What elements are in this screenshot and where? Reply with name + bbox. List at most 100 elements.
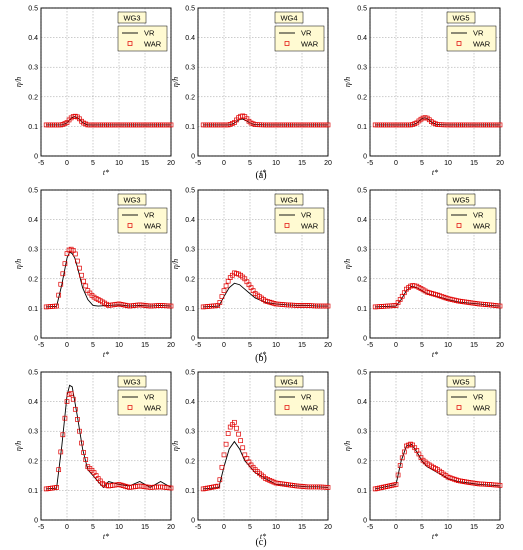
- war-series-marker: [219, 294, 225, 299]
- war-series-marker: [221, 452, 227, 458]
- war-series-marker: [215, 483, 221, 489]
- y-tick-label: 0.5: [28, 6, 38, 13]
- war-series-marker: [58, 449, 64, 455]
- x-tick-label: 5: [248, 342, 252, 349]
- war-series-marker: [497, 483, 503, 488]
- war-series-marker: [238, 438, 243, 444]
- vr-series-line: [375, 285, 501, 308]
- y-tick-label: 0.1: [357, 124, 367, 131]
- legend-war-swatch: [127, 223, 133, 228]
- war-series-marker: [62, 261, 68, 267]
- x-tick-label: 10: [444, 160, 452, 167]
- legend-war-swatch: [456, 223, 462, 228]
- y-tick-label: 0.1: [185, 306, 195, 313]
- war-series-marker: [217, 477, 223, 483]
- y-tick-label: 0.3: [28, 247, 38, 254]
- war-series-marker: [83, 283, 89, 289]
- x-tick-label: -5: [367, 524, 373, 531]
- war-series-marker: [60, 432, 66, 438]
- war-series-marker: [397, 463, 403, 468]
- gauge-title: WG4: [280, 14, 297, 23]
- x-tick-label: 5: [91, 160, 95, 167]
- x-tick-label: 0: [65, 342, 69, 349]
- plot-border: [369, 7, 501, 157]
- x-tick-label: 15: [298, 160, 306, 167]
- x-tick-label: 0: [65, 524, 69, 531]
- y-tick-label: 0.1: [185, 488, 195, 495]
- plot-border: [40, 189, 172, 339]
- gauge-title-box: [117, 375, 147, 388]
- gauge-title: WG3: [123, 196, 140, 205]
- legend-vr-label: VR: [144, 211, 155, 220]
- x-axis-label: t*: [260, 350, 266, 359]
- war-series-marker: [72, 406, 78, 412]
- x-tick-label: 20: [167, 342, 175, 349]
- x-tick-label: 20: [324, 342, 332, 349]
- y-axis-label: η/h: [171, 259, 180, 269]
- legend-war-label: WAR: [473, 404, 491, 413]
- x-tick-label: 0: [222, 524, 226, 531]
- war-series-marker: [325, 303, 331, 309]
- war-series-marker: [77, 265, 82, 271]
- x-tick-label: 0: [394, 160, 398, 167]
- gauge-title: WG5: [452, 14, 469, 23]
- y-tick-label: 0.1: [185, 124, 195, 131]
- x-tick-label: 10: [272, 524, 280, 531]
- row-label-a: (a): [255, 170, 266, 181]
- war-series-marker: [68, 391, 74, 396]
- x-tick-label: -5: [38, 160, 44, 167]
- x-tick-label: 20: [324, 160, 332, 167]
- legend-box: [117, 389, 168, 416]
- y-tick-label: 0.2: [28, 94, 38, 101]
- y-tick-label: 0.3: [28, 65, 38, 72]
- y-axis-label: η/h: [14, 259, 23, 269]
- legend-vr-label: VR: [301, 393, 312, 402]
- y-tick-label: 0.4: [185, 35, 195, 42]
- x-tick-label: 20: [496, 342, 504, 349]
- plot-border: [40, 371, 172, 521]
- x-tick-label: -5: [367, 160, 373, 167]
- y-axis-label: η/h: [343, 77, 352, 87]
- x-tick-label: 10: [115, 524, 123, 531]
- y-tick-label: 0.1: [357, 488, 367, 495]
- x-tick-label: 15: [470, 524, 478, 531]
- x-tick-label: 15: [141, 160, 149, 167]
- x-tick-label: -5: [38, 524, 44, 531]
- y-tick-label: 0.3: [185, 65, 195, 72]
- x-tick-label: 10: [115, 342, 123, 349]
- y-tick-label: 0.1: [28, 306, 38, 313]
- legend-box: [446, 25, 497, 52]
- war-series-marker: [62, 415, 68, 421]
- legend-war-swatch: [456, 405, 462, 410]
- legend-box: [117, 207, 168, 234]
- y-tick-label: 0.3: [28, 429, 38, 436]
- x-tick-label: 15: [470, 342, 478, 349]
- x-axis-label: t*: [432, 168, 438, 177]
- plot-border: [197, 189, 329, 339]
- war-series-marker: [223, 441, 229, 447]
- y-tick-label: 0: [363, 336, 367, 343]
- war-series-marker: [56, 467, 62, 473]
- legend-war-label: WAR: [473, 40, 491, 49]
- y-tick-label: 0.3: [185, 429, 195, 436]
- y-tick-label: 0.4: [357, 399, 367, 406]
- legend-war-swatch: [456, 41, 462, 46]
- y-tick-label: 0.5: [357, 370, 367, 377]
- x-tick-label: 10: [272, 160, 280, 167]
- x-tick-label: -5: [38, 342, 44, 349]
- war-series-marker: [168, 303, 174, 309]
- war-series-marker: [240, 445, 246, 451]
- legend-box: [274, 207, 325, 234]
- legend-box: [446, 389, 497, 416]
- y-tick-label: 0.1: [28, 488, 38, 495]
- y-tick-label: 0.4: [185, 399, 195, 406]
- legend-vr-label: VR: [301, 29, 312, 38]
- war-series-marker: [54, 485, 59, 490]
- legend-war-swatch: [284, 223, 290, 228]
- x-tick-label: 20: [496, 524, 504, 531]
- gauge-title: WG3: [123, 14, 140, 23]
- x-axis-label: t*: [260, 168, 266, 177]
- x-axis-label: t*: [432, 532, 438, 541]
